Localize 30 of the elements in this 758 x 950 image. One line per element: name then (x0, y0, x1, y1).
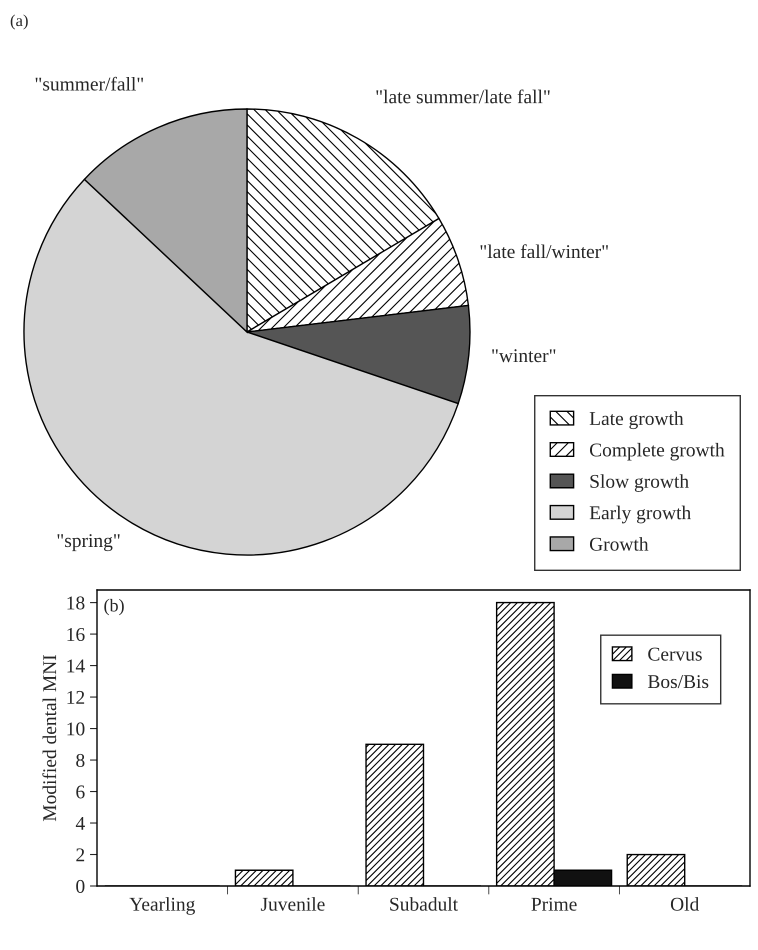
y-tick-label: 0 (76, 880, 84, 893)
x-tick-label: Juvenile (260, 897, 325, 911)
y-tick-label: 14 (67, 659, 85, 672)
legend-label: Complete growth (590, 442, 724, 461)
y-tick-label: 6 (76, 785, 85, 798)
legend-label: Bos/Bis (648, 675, 708, 688)
x-tick-label: Yearling (129, 897, 195, 915)
legend-label: Late growth (590, 411, 684, 430)
legend-label: Growth (590, 537, 648, 551)
x-tick-label: Prime (531, 898, 577, 911)
y-tick-label: 18 (67, 596, 84, 610)
y-axis-title: Modified dental MNI (42, 654, 56, 822)
y-tick-label: 10 (67, 722, 84, 736)
chart-title: (b) (104, 598, 124, 616)
text: "summer/fall" (36, 76, 144, 91)
text: "spring" (58, 534, 120, 552)
x-tick-label: Old (670, 897, 700, 911)
y-tick-label: 2 (76, 848, 84, 862)
y-tick-label: 16 (67, 628, 85, 642)
text: "winter" (492, 349, 556, 362)
y-tick-label: 4 (76, 816, 85, 830)
text: "late fall/winter" (480, 244, 608, 258)
y-tick-label: 8 (76, 754, 84, 767)
legend-label: Slow growth (590, 474, 689, 492)
legend-label: Early growth (590, 506, 691, 524)
x-tick-label: Subadult (390, 897, 458, 911)
legend-label: Cervus (648, 648, 702, 661)
text: "late summer/late fall" (376, 89, 550, 104)
chart-title: (a) (10, 14, 28, 30)
y-tick-label: 12 (67, 690, 84, 704)
